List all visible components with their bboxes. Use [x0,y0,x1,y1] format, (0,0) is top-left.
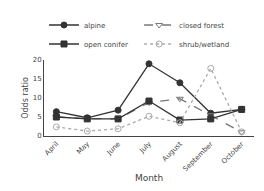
svg-text:Month: Month [135,173,163,183]
svg-text:shrub/wetland: shrub/wetland [179,41,229,49]
svg-text:May: May [75,140,91,156]
svg-text:alpine: alpine [84,22,105,30]
svg-text:0: 0 [37,132,41,140]
svg-text:September: September [182,140,215,173]
svg-text:June: June [105,140,122,157]
svg-text:July: July [138,140,153,155]
svg-text:Odds ratio: Odds ratio [21,77,30,119]
svg-text:20: 20 [33,56,42,64]
svg-text:closed forest: closed forest [179,22,224,30]
svg-text:April: April [43,140,60,157]
svg-text:15: 15 [33,75,42,83]
svg-text:10: 10 [33,94,42,102]
svg-text:5: 5 [37,113,41,121]
svg-text:August: August [161,140,184,163]
svg-text:open conifer: open conifer [84,41,128,49]
svg-text:October: October [220,140,246,166]
